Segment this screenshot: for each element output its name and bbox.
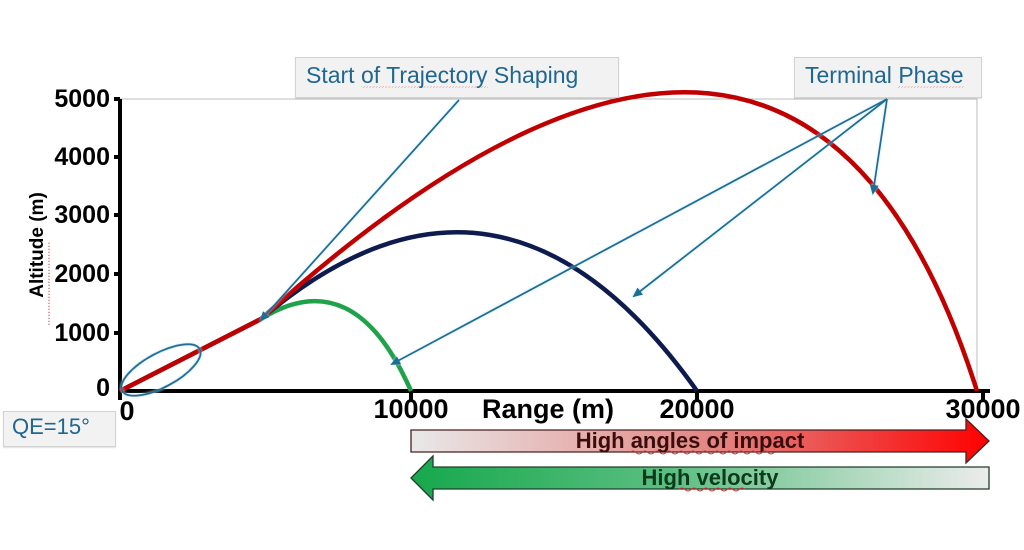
svg-text:0: 0 bbox=[119, 396, 134, 426]
svg-text:5000: 5000 bbox=[54, 85, 110, 113]
svg-text:4000: 4000 bbox=[54, 143, 110, 171]
svg-text:Altitude (m): Altitude (m) bbox=[27, 192, 48, 298]
svg-text:2000: 2000 bbox=[54, 260, 110, 288]
svg-text:Range (m): Range (m) bbox=[482, 394, 614, 424]
svg-text:10000: 10000 bbox=[373, 394, 448, 424]
svg-text:1000: 1000 bbox=[54, 319, 110, 347]
svg-text:3000: 3000 bbox=[54, 201, 110, 229]
svg-text:High angles of impact: High angles of impact bbox=[576, 428, 805, 453]
svg-text:30000: 30000 bbox=[945, 394, 1020, 424]
svg-text:0: 0 bbox=[96, 374, 110, 402]
svg-text:20000: 20000 bbox=[659, 394, 734, 424]
svg-text:High velocity: High velocity bbox=[642, 465, 780, 490]
